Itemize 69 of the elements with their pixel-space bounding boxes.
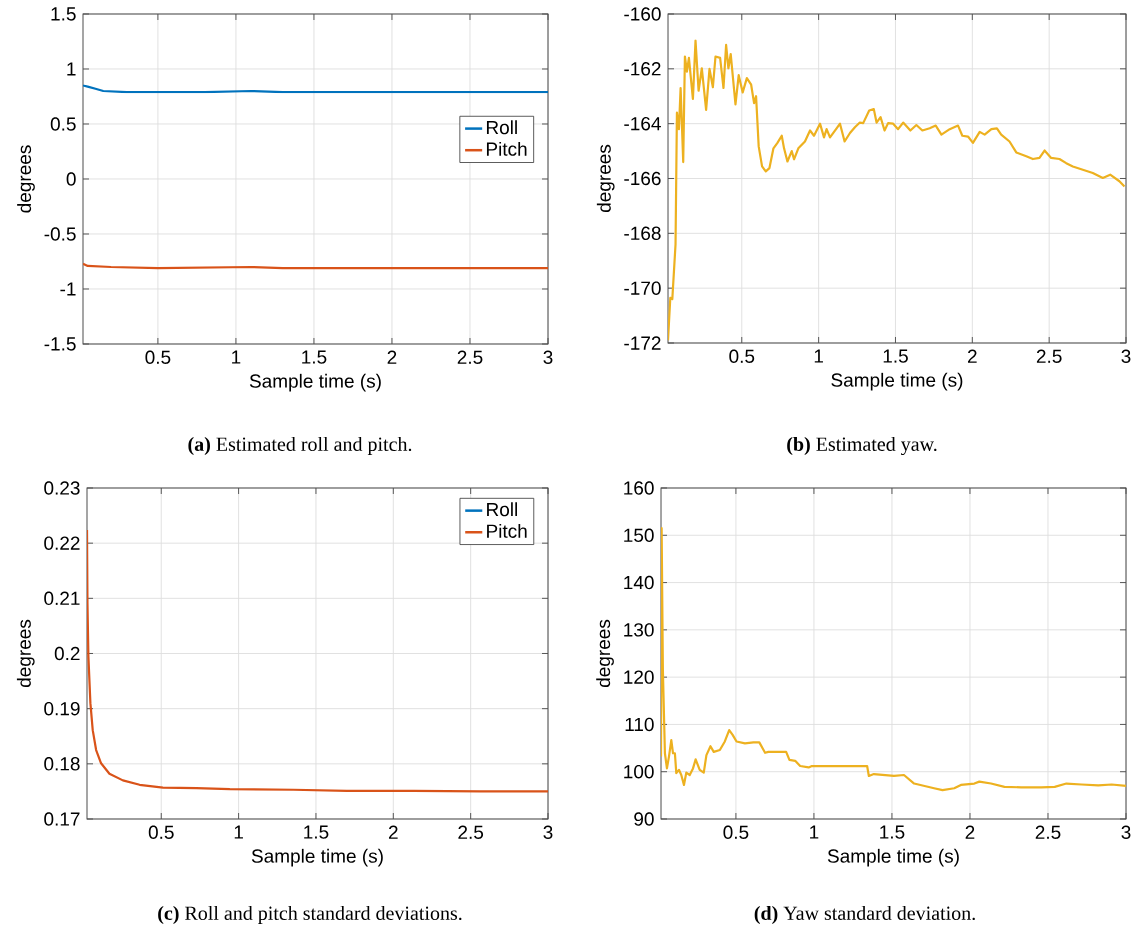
- x-axis-title: Sample time (s): [251, 848, 383, 867]
- x-tick-label: 1.5: [304, 825, 329, 839]
- x-tick-label: 2: [388, 825, 398, 839]
- y-tick-label: 0.5: [50, 117, 76, 131]
- y-tick-label: 0.21: [44, 591, 80, 606]
- x-tick-label: 2.5: [1036, 349, 1062, 363]
- x-tick-label: 2.5: [1035, 825, 1061, 839]
- x-tick-label: 1.5: [883, 349, 908, 363]
- legend-label: Roll: [487, 502, 517, 517]
- x-tick-label: 0.5: [145, 350, 171, 364]
- x-tick-label: 3: [543, 825, 553, 839]
- x-tick-label: 2: [965, 825, 975, 839]
- x-tick-label: 1: [232, 350, 241, 364]
- y-tick-label: -160: [624, 7, 661, 21]
- y-tick-label: 120: [624, 670, 654, 684]
- y-tick-label: 1.5: [51, 7, 76, 21]
- x-tick-label: 1: [814, 349, 823, 363]
- y-tick-label: -162: [624, 62, 661, 76]
- x-axis-title: Sample time (s): [827, 848, 959, 867]
- y-axis-title: degrees: [17, 145, 35, 213]
- x-axis-title: Sample time (s): [249, 373, 381, 392]
- y-tick-label: 160: [624, 481, 654, 495]
- text: (b) Estimated yaw.: [787, 436, 937, 456]
- x-tick-label: 3: [543, 350, 553, 364]
- x-axis-title: Sample time (s): [831, 372, 963, 391]
- y-tick-label: 1: [67, 62, 76, 76]
- text: (a) Estimated roll and pitch.: [188, 436, 412, 456]
- y-tick-label: -170: [624, 281, 661, 295]
- y-tick-label: -0.5: [44, 227, 76, 241]
- x-tick-label: 1.5: [302, 350, 327, 364]
- y-tick-label: 0.22: [44, 536, 80, 550]
- y-tick-label: 0.18: [44, 757, 80, 771]
- x-tick-label: 2: [387, 350, 397, 364]
- y-tick-label: 0.23: [44, 481, 80, 495]
- y-tick-label: 100: [624, 764, 654, 779]
- y-tick-label: 90: [634, 812, 654, 826]
- x-tick-label: 1.5: [880, 825, 905, 839]
- x-tick-label: 2.5: [458, 825, 484, 839]
- y-tick-label: -1.5: [44, 337, 76, 351]
- x-tick-label: 2.5: [457, 350, 483, 364]
- legend-label: Roll: [486, 120, 517, 135]
- y-tick-label: 150: [624, 528, 654, 543]
- x-tick-label: 0.5: [723, 825, 749, 839]
- y-axis-title: degrees: [596, 619, 614, 688]
- x-tick-label: 3: [1121, 349, 1131, 363]
- y-tick-label: 0.17: [44, 812, 80, 826]
- y-tick-label: -1: [60, 282, 76, 296]
- y-tick-label: -172: [624, 336, 661, 350]
- y-axis-title: degrees: [16, 619, 35, 688]
- y-tick-label: -166: [624, 171, 661, 186]
- x-tick-label: 2: [967, 349, 977, 363]
- y-tick-label: -168: [624, 226, 661, 241]
- x-tick-label: 1: [234, 825, 243, 839]
- y-tick-label: 140: [624, 575, 654, 590]
- text: (c) Roll and pitch standard deviations.: [158, 905, 462, 925]
- x-tick-label: 3: [1121, 825, 1131, 839]
- y-tick-label: 0: [66, 172, 76, 186]
- y-tick-label: 0.2: [54, 646, 80, 661]
- y-tick-label: 110: [625, 717, 654, 732]
- x-tick-label: 0.5: [148, 825, 174, 839]
- y-tick-label: 130: [624, 623, 654, 637]
- legend-label: Pitch: [486, 141, 527, 156]
- text: (d) Yaw standard deviation.: [754, 905, 975, 925]
- legend-label: Pitch: [487, 523, 527, 538]
- x-tick-label: 0.5: [729, 349, 755, 363]
- x-tick-label: 1: [810, 825, 819, 839]
- y-axis-title: degrees: [596, 144, 615, 213]
- y-tick-label: 0.19: [44, 701, 80, 716]
- y-tick-label: -164: [624, 116, 661, 131]
